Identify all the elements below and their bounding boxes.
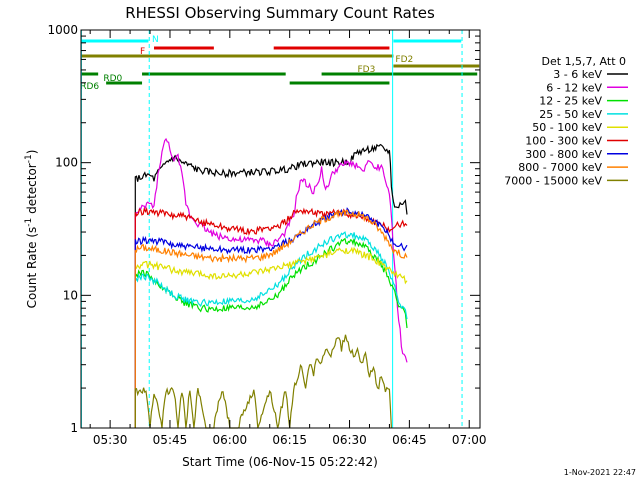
legend-label-100-300-kev: 100 - 300 keV xyxy=(525,135,602,148)
flag-label-rd0: RD0 xyxy=(103,74,122,84)
plot-timestamp: 1-Nov-2021 22:47 xyxy=(564,468,636,477)
legend-label-3-6-kev: 3 - 6 keV xyxy=(553,68,602,81)
x-tick-label: 06:00 xyxy=(213,433,248,447)
series-line-7000-15000-kev xyxy=(134,334,392,429)
y-tick-label: 10 xyxy=(63,288,78,302)
legend-label-6-12-kev: 6 - 12 keV xyxy=(546,81,602,94)
flag-label-f: F xyxy=(140,47,145,57)
legend-label-50-100-kev: 50 - 100 keV xyxy=(532,121,602,134)
legend-label-7000-15000-kev: 7000 - 15000 keV xyxy=(504,174,602,187)
x-tick-label: 05:30 xyxy=(93,433,128,447)
legend-label-25-50-kev: 25 - 50 keV xyxy=(539,108,602,121)
series-line-300-800-kev xyxy=(134,207,408,428)
legend-label-300-800-kev: 300 - 800 keV xyxy=(525,148,602,161)
series-line-800-7000-kev xyxy=(134,209,408,428)
y-tick-label: 1000 xyxy=(47,23,78,37)
plot-frame xyxy=(80,29,481,429)
legend-label-800-7000-kev: 800 - 7000 keV xyxy=(518,161,602,174)
series-line-6-12-kev xyxy=(134,137,408,428)
legend-label-12-25-kev: 12 - 25 keV xyxy=(539,95,602,108)
series-line-12-25-kev xyxy=(134,237,408,428)
y-axis-label: Count Rate (s-1 detector-1) xyxy=(24,150,39,309)
y-tick-label: 100 xyxy=(55,156,78,170)
x-tick-label: 07:00 xyxy=(452,433,487,447)
x-tick-label: 06:30 xyxy=(332,433,367,447)
series-line-50-100-kev xyxy=(134,246,408,428)
flag-label-fd3: FD3 xyxy=(358,65,376,75)
chart-title: RHESSI Observing Summary Count Rates xyxy=(125,4,435,22)
x-tick-label: 05:45 xyxy=(153,433,188,447)
x-tick-label: 06:45 xyxy=(392,433,427,447)
series-line-25-50-kev xyxy=(134,231,408,428)
x-tick-label: 06:15 xyxy=(272,433,307,447)
legend-title: Det 1,5,7, Att 0 xyxy=(542,55,626,68)
flag-label-fd2: FD2 xyxy=(395,55,413,65)
y-tick-label: 1 xyxy=(70,421,78,435)
x-axis-label: Start Time (06-Nov-15 05:22:42) xyxy=(182,455,378,469)
series-line-3-6-kev xyxy=(134,143,408,428)
flag-label-rd6: RD6 xyxy=(80,82,99,92)
flag-label-n: N xyxy=(152,35,159,45)
